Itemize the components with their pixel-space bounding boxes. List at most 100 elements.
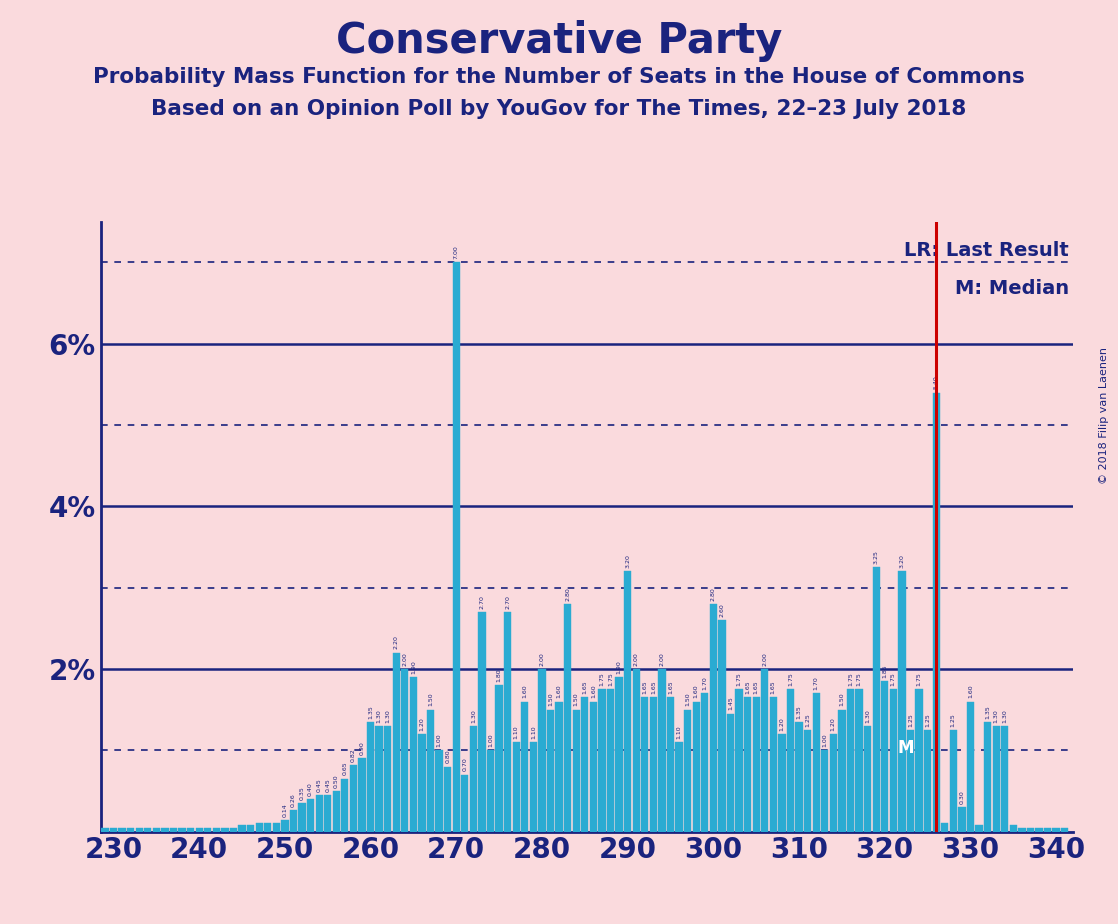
Bar: [333, 791, 340, 832]
Bar: [949, 730, 957, 832]
Bar: [666, 698, 674, 832]
Text: M: M: [898, 739, 915, 757]
Text: 0.30: 0.30: [959, 790, 965, 804]
Bar: [436, 750, 443, 832]
Text: © 2018 Filip van Laenen: © 2018 Filip van Laenen: [1099, 347, 1109, 484]
Bar: [778, 734, 786, 832]
Text: Based on an Opinion Poll by YouGov for The Times, 22–23 July 2018: Based on an Opinion Poll by YouGov for T…: [151, 99, 967, 119]
Bar: [1001, 726, 1008, 832]
Bar: [641, 698, 648, 832]
Text: 1.20: 1.20: [779, 717, 785, 731]
Bar: [530, 742, 537, 832]
Bar: [1035, 828, 1043, 832]
Bar: [170, 828, 177, 832]
Bar: [341, 779, 349, 832]
Text: LR: Last Result: LR: Last Result: [904, 241, 1069, 260]
Bar: [598, 689, 606, 832]
Text: 1.35: 1.35: [985, 705, 991, 719]
Bar: [907, 730, 915, 832]
Bar: [538, 669, 546, 832]
Bar: [1018, 828, 1025, 832]
Bar: [787, 689, 794, 832]
Bar: [401, 669, 408, 832]
Text: 1.65: 1.65: [582, 681, 587, 694]
Text: 1.65: 1.65: [643, 681, 647, 694]
Bar: [487, 750, 494, 832]
Text: M: Median: M: Median: [955, 279, 1069, 298]
Bar: [804, 730, 812, 832]
Bar: [864, 726, 871, 832]
Bar: [444, 767, 452, 832]
Bar: [615, 677, 623, 832]
Bar: [898, 571, 906, 832]
Bar: [153, 828, 160, 832]
Bar: [718, 620, 726, 832]
Text: 1.65: 1.65: [770, 681, 776, 694]
Text: 1.50: 1.50: [574, 693, 579, 706]
Bar: [736, 689, 742, 832]
Bar: [572, 710, 580, 832]
Text: 1.60: 1.60: [968, 685, 973, 699]
Bar: [230, 828, 237, 832]
Text: 1.25: 1.25: [950, 713, 956, 726]
Bar: [830, 734, 837, 832]
Text: 0.65: 0.65: [342, 762, 348, 775]
Bar: [769, 698, 777, 832]
Bar: [470, 726, 477, 832]
Bar: [359, 759, 366, 832]
Bar: [1044, 828, 1051, 832]
Bar: [513, 742, 520, 832]
Bar: [846, 689, 854, 832]
Text: 1.00: 1.00: [489, 734, 493, 747]
Text: 1.50: 1.50: [548, 693, 553, 706]
Text: 3.20: 3.20: [899, 554, 904, 568]
Bar: [324, 795, 331, 832]
Text: 7.00: 7.00: [454, 246, 458, 259]
Bar: [504, 612, 511, 832]
Text: 1.75: 1.75: [856, 673, 862, 686]
Text: 2.80: 2.80: [711, 587, 716, 601]
Bar: [993, 726, 999, 832]
Bar: [367, 722, 375, 832]
Bar: [1026, 828, 1034, 832]
Bar: [563, 604, 571, 832]
Bar: [795, 722, 803, 832]
Bar: [315, 795, 323, 832]
Text: 1.20: 1.20: [419, 717, 425, 731]
Bar: [350, 765, 357, 832]
Text: 3.20: 3.20: [625, 554, 631, 568]
Text: 0.80: 0.80: [445, 749, 451, 763]
Bar: [453, 262, 459, 832]
Bar: [624, 571, 632, 832]
Bar: [710, 604, 717, 832]
Text: 1.75: 1.75: [917, 673, 921, 686]
Text: 1.75: 1.75: [847, 673, 853, 686]
Bar: [307, 799, 314, 832]
Bar: [495, 686, 503, 832]
Bar: [941, 823, 948, 832]
Bar: [299, 803, 305, 832]
Text: 1.00: 1.00: [822, 734, 827, 747]
Bar: [179, 828, 186, 832]
Text: 1.35: 1.35: [368, 705, 373, 719]
Bar: [161, 828, 169, 832]
Text: 0.82: 0.82: [351, 748, 356, 761]
Bar: [923, 730, 931, 832]
Bar: [212, 828, 220, 832]
Bar: [821, 750, 828, 832]
Text: 1.60: 1.60: [591, 685, 596, 699]
Bar: [418, 734, 426, 832]
Text: 1.30: 1.30: [1002, 709, 1007, 723]
Text: 2.00: 2.00: [540, 652, 544, 665]
Bar: [127, 828, 134, 832]
Bar: [238, 825, 246, 832]
Text: 0.70: 0.70: [463, 758, 467, 772]
Text: 2.00: 2.00: [762, 652, 767, 665]
Text: 1.00: 1.00: [437, 734, 442, 747]
Bar: [264, 823, 272, 832]
Text: 1.25: 1.25: [908, 713, 913, 726]
Text: 1.50: 1.50: [428, 693, 433, 706]
Bar: [392, 652, 400, 832]
Text: 1.25: 1.25: [805, 713, 811, 726]
Text: 2.00: 2.00: [634, 652, 638, 665]
